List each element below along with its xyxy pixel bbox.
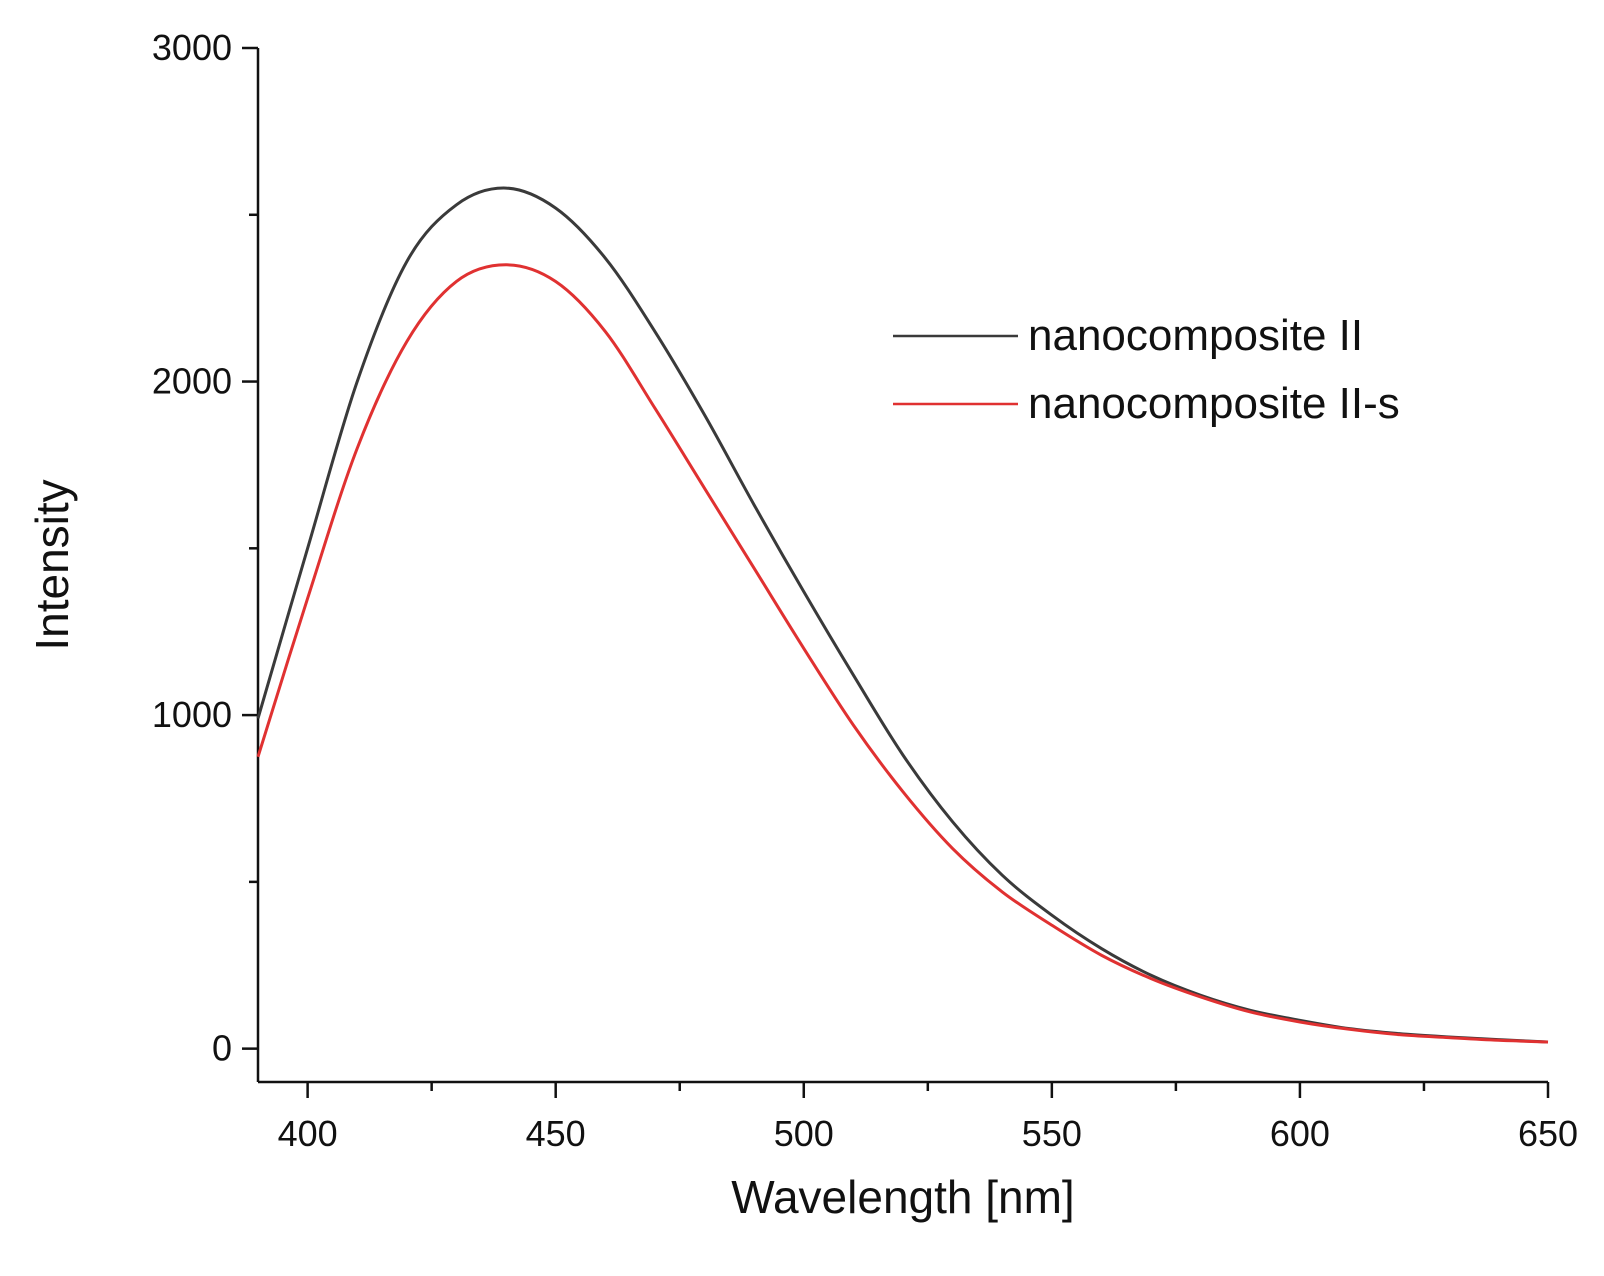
legend-label-nanocomposite-ii: nanocomposite II	[1028, 311, 1363, 360]
x-axis-title: Wavelength [nm]	[731, 1171, 1074, 1223]
tick-labels: 0 1000 2000 3000 400 450 500 550 600 650	[152, 27, 1578, 1154]
axes	[256, 48, 1548, 1084]
legend: nanocomposite II nanocomposite II-s	[893, 311, 1400, 428]
series-line-nanocomposite-ii-s	[256, 263, 1549, 1044]
legend-label-nanocomposite-ii-s: nanocomposite II-s	[1028, 379, 1400, 428]
x-tick-label: 550	[1022, 1113, 1082, 1154]
x-tick-label: 600	[1270, 1113, 1330, 1154]
x-tick-label: 400	[278, 1113, 338, 1154]
x-tick-label: 450	[526, 1113, 586, 1154]
x-tick-label: 650	[1518, 1113, 1578, 1154]
y-tick-label: 0	[212, 1028, 232, 1069]
y-tick-label: 1000	[152, 694, 232, 735]
x-tick-label: 500	[774, 1113, 834, 1154]
tick-marks	[242, 46, 1550, 1098]
series-lines	[256, 186, 1549, 1044]
y-tick-label: 2000	[152, 361, 232, 402]
y-axis-title: Intensity	[26, 479, 78, 650]
y-tick-label: 3000	[152, 27, 232, 68]
series-line-nanocomposite-ii	[256, 186, 1549, 1044]
